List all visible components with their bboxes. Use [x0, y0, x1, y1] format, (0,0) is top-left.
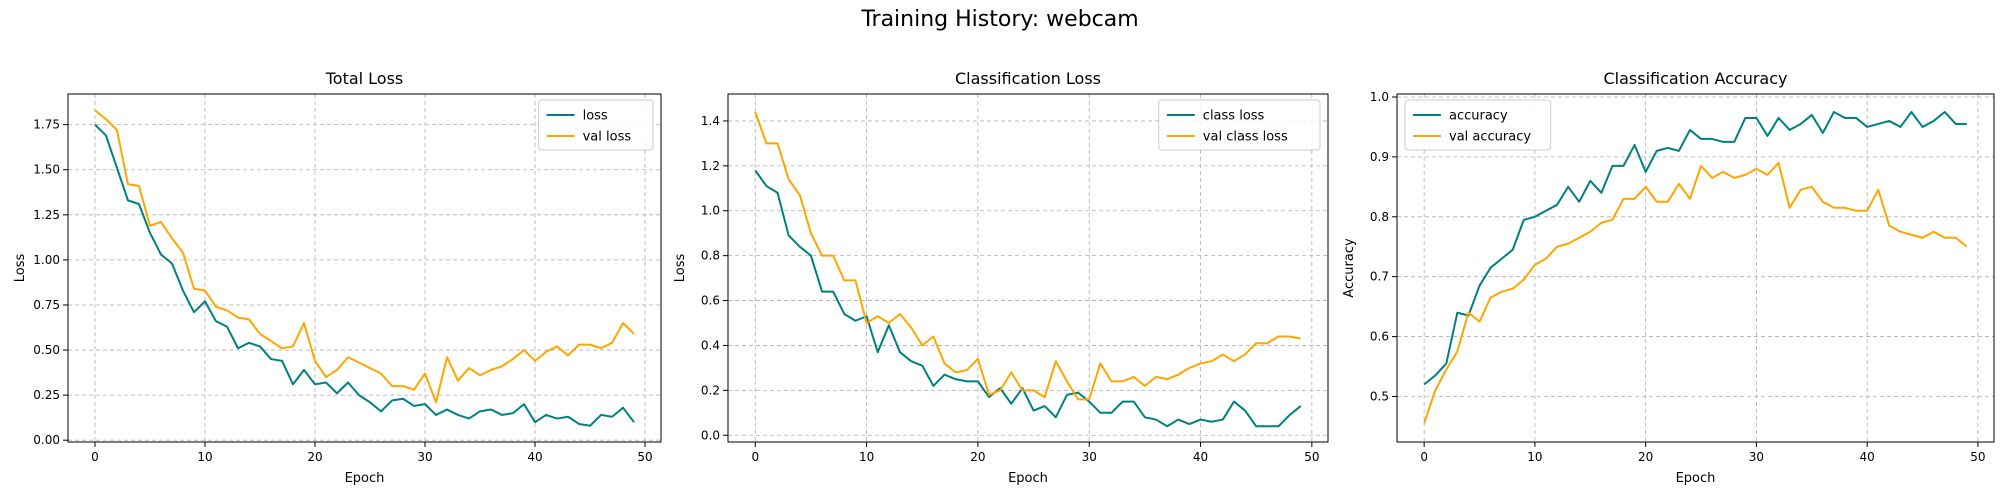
x-tick-label: 10 [197, 450, 212, 464]
y-tick-label: 0.00 [33, 433, 60, 447]
chart-title: Classification Accuracy [1604, 69, 1788, 88]
y-tick-label: 0.2 [701, 383, 720, 397]
legend-box [538, 99, 654, 151]
y-tick-label: 0.6 [701, 294, 720, 308]
y-tick-label: 1.0 [1370, 90, 1389, 104]
x-tick-label: 30 [1082, 450, 1097, 464]
y-tick-label: 0.5 [1370, 389, 1389, 403]
legend-label: accuracy [1449, 109, 1508, 124]
series-line-val-accuracy [1423, 161, 1968, 424]
y-tick-label: 1.0 [701, 204, 720, 218]
x-axis-label: Epoch [1008, 471, 1048, 486]
legend: accuracy val accuracy [1404, 99, 1552, 151]
x-axis-label: Epoch [345, 471, 385, 486]
y-tick-label: 1.75 [33, 118, 60, 132]
x-tick-label: 0 [1420, 450, 1428, 464]
legend-label: val loss [583, 130, 632, 145]
y-tick-label: 0.25 [33, 388, 60, 402]
y-tick-label: 0.4 [701, 338, 720, 352]
x-tick-label: 50 [1970, 450, 1985, 464]
chart-panel-2: 0 10 20 30 40 50 0.0 0.2 0.4 0.6 0.8 1.0 1.2 1.4 Class… [673, 69, 1329, 486]
x-tick-label: 0 [751, 450, 759, 464]
y-tick-label: 1.25 [33, 208, 60, 222]
x-tick-label: 40 [1193, 450, 1208, 464]
x-tick-label: 30 [417, 450, 432, 464]
x-tick-label: 20 [1638, 450, 1653, 464]
chart-panel-1: 0 10 20 30 40 50 0.00 0.25 0.50 0.75 1.00 1.25 1.50 1… [13, 69, 662, 486]
x-tick-label: 40 [1860, 450, 1875, 464]
x-tick-label: 10 [859, 450, 874, 464]
y-tick-label: 0.8 [1370, 210, 1389, 224]
x-tick-label: 10 [1527, 450, 1542, 464]
y-axis-label: Loss [673, 254, 688, 283]
series-line-accuracy [1423, 110, 1967, 386]
y-tick-label: 1.50 [33, 163, 60, 177]
legend: class loss val class loss [1158, 99, 1321, 151]
x-tick-label: 20 [307, 450, 322, 464]
y-tick-label: 0.8 [701, 249, 720, 263]
legend-box [1404, 99, 1552, 151]
axes-frame [727, 93, 1329, 443]
x-tick-label: 20 [970, 450, 985, 464]
legend-label: class loss [1203, 109, 1265, 124]
legend: loss val loss [538, 99, 654, 151]
axes-frame [1396, 93, 1995, 443]
legend-label: val accuracy [1449, 130, 1531, 145]
y-tick-label: 1.00 [33, 253, 60, 267]
x-axis-label: Epoch [1676, 471, 1716, 486]
chart-panel-3: 0 10 20 30 40 50 0.5 0.6 0.7 0.8 0.9 1.0 Classificat… [1342, 69, 1995, 486]
x-tick-label: 40 [527, 450, 542, 464]
series-line-val-loss [94, 109, 635, 404]
series-line-class-loss [754, 169, 1302, 428]
chart-title: Classification Loss [955, 69, 1101, 88]
x-tick-label: 30 [1749, 450, 1764, 464]
y-tick-label: 0.7 [1370, 270, 1389, 284]
legend-label: loss [583, 109, 608, 124]
y-tick-label: 1.4 [701, 114, 720, 128]
legend-box [1158, 99, 1321, 151]
y-axis-label: Accuracy [1342, 238, 1357, 298]
x-tick-label: 50 [1304, 450, 1319, 464]
series-line-loss [94, 123, 635, 427]
legend-label: val class loss [1203, 130, 1288, 145]
y-tick-label: 0.6 [1370, 330, 1389, 344]
y-tick-label: 0.50 [33, 343, 60, 357]
y-tick-label: 0.9 [1370, 150, 1389, 164]
y-tick-label: 0.75 [33, 298, 60, 312]
x-tick-label: 0 [91, 450, 99, 464]
axes-frame [67, 93, 662, 443]
series-line-val-class-loss [754, 111, 1301, 401]
y-axis-label: Loss [13, 254, 28, 283]
figure-title: Training History: webcam [860, 7, 1138, 32]
y-tick-label: 0.0 [701, 428, 720, 442]
x-tick-label: 50 [637, 450, 652, 464]
y-tick-label: 1.2 [701, 159, 720, 173]
chart-title: Total Loss [325, 69, 404, 88]
